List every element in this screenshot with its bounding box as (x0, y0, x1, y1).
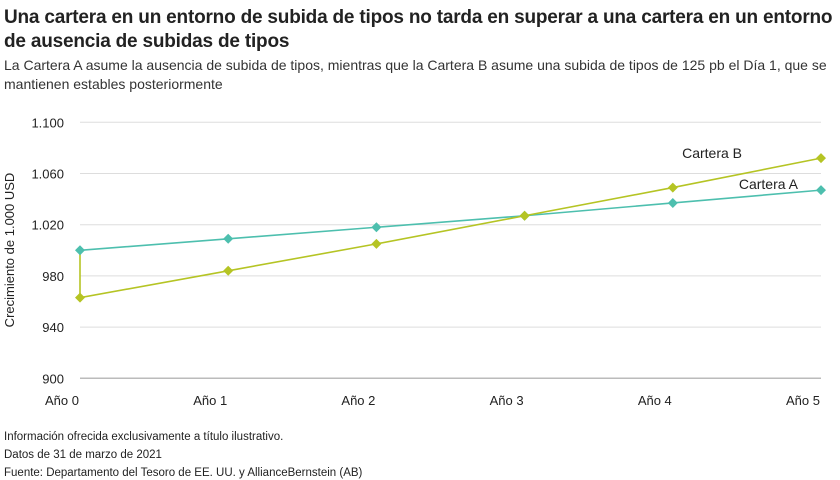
x-tick-label: Año 0 (45, 393, 79, 408)
chart-title: Una cartera en un entorno de subida de t… (4, 7, 833, 52)
data-point-cartera-a (667, 197, 678, 208)
x-tick-label: Año 2 (341, 393, 375, 408)
note-date: Datos de 31 de marzo de 2021 (4, 449, 162, 461)
series-label-cartera-b: Cartera B (682, 145, 742, 161)
y-axis-label: Crecimiento de 1.000 USD (2, 173, 17, 328)
note-illustrative: Información ofrecida exclusivamente a tí… (4, 431, 284, 443)
data-point-cartera-b (816, 153, 826, 164)
data-point-cartera-a (75, 245, 85, 256)
series-label-cartera-a: Cartera A (739, 176, 799, 192)
note-source: Fuente: Departamento del Tesoro de EE. U… (4, 467, 363, 479)
y-tick-label: 1.020 (31, 218, 64, 233)
data-point-cartera-a (816, 185, 826, 196)
footnotes: Información ofrecida exclusivamente a tí… (4, 428, 362, 480)
y-tick-label: 900 (42, 371, 64, 386)
data-point-cartera-b (667, 182, 678, 193)
y-tick-label: 940 (42, 320, 64, 335)
y-tick-label: 980 (42, 269, 64, 284)
data-point-cartera-b (75, 292, 85, 303)
series-line-cartera-a (79, 189, 822, 252)
data-point-cartera-b (223, 265, 234, 276)
x-tick-label: Año 5 (786, 393, 820, 408)
y-tick-label: 1.060 (31, 167, 64, 182)
data-point-cartera-a (223, 233, 234, 244)
data-point-cartera-b (371, 238, 382, 249)
data-point-cartera-b (519, 210, 530, 221)
series-line-cartera-b (79, 157, 822, 299)
chart-subtitle: La Cartera A asume la ausencia de subida… (4, 57, 827, 92)
y-tick-label: 1.100 (31, 115, 64, 130)
x-tick-label: Año 1 (193, 393, 227, 408)
x-tick-label: Año 4 (638, 393, 672, 408)
x-tick-label: Año 3 (490, 393, 524, 408)
data-point-cartera-a (371, 222, 382, 233)
